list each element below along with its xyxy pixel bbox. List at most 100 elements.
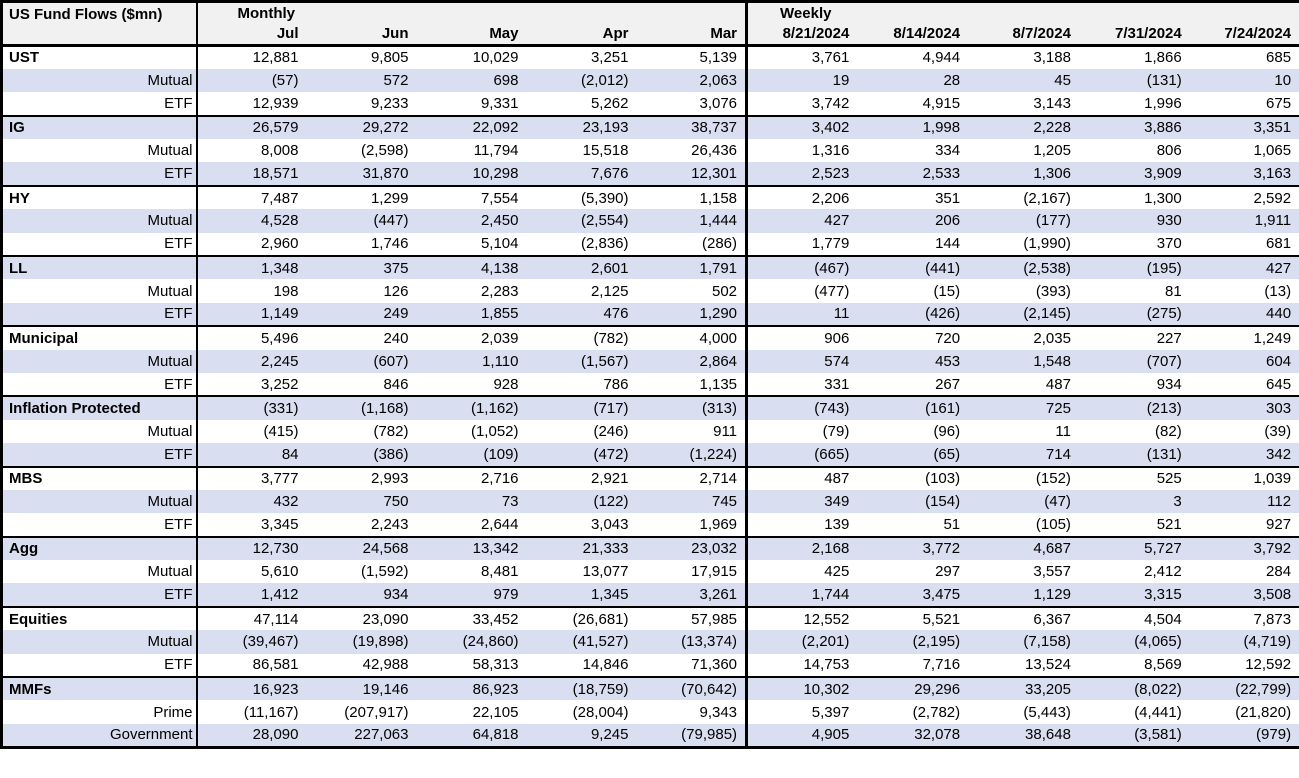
value-cell: 29,296 bbox=[857, 677, 969, 701]
value-cell: 453 bbox=[857, 349, 969, 373]
value-cell: 3,792 bbox=[1189, 536, 1299, 561]
value-cell: (109) bbox=[416, 443, 527, 467]
value-cell: (1,052) bbox=[416, 419, 527, 444]
value-cell: 521 bbox=[1078, 513, 1190, 537]
value-cell: 2,533 bbox=[857, 162, 969, 186]
value-cell: 1,306 bbox=[968, 162, 1079, 186]
sub-row: Mutual (39,467) (19,898) (24,860) (41,527) (1… bbox=[1, 630, 1299, 654]
value-cell: 572 bbox=[306, 68, 417, 93]
value-cell: (26,681) bbox=[526, 606, 637, 631]
value-cell: 1,779 bbox=[745, 232, 858, 257]
value-cell: 1,065 bbox=[1189, 139, 1299, 163]
value-cell: 574 bbox=[745, 349, 858, 373]
value-cell: 13,077 bbox=[526, 560, 637, 584]
value-cell: (11,167) bbox=[196, 700, 307, 724]
value-cell: 227 bbox=[1078, 326, 1190, 350]
value-cell: 8,008 bbox=[196, 139, 307, 163]
value-cell: (2,598) bbox=[306, 139, 417, 163]
value-cell: 64,818 bbox=[416, 723, 527, 748]
value-cell: 3,163 bbox=[1189, 162, 1299, 186]
value-cell: (1,592) bbox=[306, 560, 417, 584]
value-cell: (70,642) bbox=[636, 677, 747, 701]
value-cell: (4,441) bbox=[1078, 700, 1190, 724]
value-cell: 206 bbox=[857, 209, 969, 233]
value-cell: (39,467) bbox=[196, 630, 307, 654]
value-cell: 112 bbox=[1189, 489, 1299, 514]
value-cell: 198 bbox=[196, 279, 307, 303]
value-cell: 23,032 bbox=[636, 536, 747, 561]
value-cell: 1,791 bbox=[636, 256, 747, 280]
row-label: Mutual bbox=[1, 279, 198, 303]
value-cell: 86,923 bbox=[416, 677, 527, 701]
value-cell: 1,039 bbox=[1189, 466, 1299, 490]
value-cell: (1,162) bbox=[416, 396, 527, 420]
value-cell: 2,168 bbox=[745, 536, 858, 561]
value-cell: 3,351 bbox=[1189, 115, 1299, 140]
sub-row: Mutual (415) (782) (1,052) (246) 911 (79) (96) 1… bbox=[1, 419, 1299, 444]
value-cell: (13) bbox=[1189, 279, 1299, 303]
value-cell: (152) bbox=[968, 466, 1079, 490]
value-cell: 12,552 bbox=[745, 606, 858, 631]
value-cell: (1,224) bbox=[636, 443, 747, 467]
value-cell: 2,714 bbox=[636, 466, 747, 490]
value-cell: 2,592 bbox=[1189, 185, 1299, 210]
sub-row: Mutual (57) 572 698 (2,012) 2,063 19 28 45 (131) 1… bbox=[1, 68, 1299, 93]
row-label: ETF bbox=[1, 443, 198, 467]
value-cell: (96) bbox=[857, 419, 969, 444]
value-cell: 22,092 bbox=[416, 115, 527, 140]
value-cell: (1,567) bbox=[526, 349, 637, 373]
value-cell: (18,759) bbox=[526, 677, 637, 701]
value-cell: 5,104 bbox=[416, 232, 527, 257]
value-cell: 3,772 bbox=[857, 536, 969, 561]
value-cell: 19,146 bbox=[306, 677, 417, 701]
value-cell: (4,065) bbox=[1078, 630, 1190, 654]
value-cell: (743) bbox=[745, 396, 858, 420]
value-cell: (24,860) bbox=[416, 630, 527, 654]
value-cell: 911 bbox=[636, 419, 747, 444]
value-cell: 1,290 bbox=[636, 302, 747, 327]
value-cell: 4,138 bbox=[416, 256, 527, 280]
value-cell: (2,167) bbox=[968, 185, 1079, 210]
value-cell: 1,149 bbox=[196, 302, 307, 327]
value-cell: 2,063 bbox=[636, 68, 747, 93]
value-cell: 725 bbox=[968, 396, 1079, 420]
value-cell: 2,228 bbox=[968, 115, 1079, 140]
value-cell: 13,342 bbox=[416, 536, 527, 561]
value-cell: (1,168) bbox=[306, 396, 417, 420]
category-row: MMFs 16,923 19,146 86,923 (18,759) (70,642) 10… bbox=[1, 677, 1299, 701]
sub-row: ETF 12,939 9,233 9,331 5,262 3,076 3,742 4,915 3… bbox=[1, 92, 1299, 116]
value-cell: 11 bbox=[745, 302, 858, 327]
category-row: Agg 12,730 24,568 13,342 21,333 23,032 2,168 3,… bbox=[1, 536, 1299, 561]
value-cell: 11 bbox=[968, 419, 1079, 444]
value-cell: (4,719) bbox=[1189, 630, 1299, 654]
value-cell: 3,143 bbox=[968, 92, 1079, 116]
value-cell: 7,554 bbox=[416, 185, 527, 210]
value-cell: 1,548 bbox=[968, 349, 1079, 373]
value-cell: 1,205 bbox=[968, 139, 1079, 163]
value-cell: (2,836) bbox=[526, 232, 637, 257]
value-cell: 2,644 bbox=[416, 513, 527, 537]
value-cell: (15) bbox=[857, 279, 969, 303]
value-cell: 42,988 bbox=[306, 653, 417, 678]
category-row: IG 26,579 29,272 22,092 23,193 38,737 3,402 1,9… bbox=[1, 115, 1299, 140]
row-label: ETF bbox=[1, 653, 198, 678]
value-cell: 9,245 bbox=[526, 723, 637, 748]
value-cell: 297 bbox=[857, 560, 969, 584]
value-cell: 8,481 bbox=[416, 560, 527, 584]
value-cell: (2,012) bbox=[526, 68, 637, 93]
row-label: ETF bbox=[1, 232, 198, 257]
value-cell: 745 bbox=[636, 489, 747, 514]
row-label: UST bbox=[1, 45, 198, 69]
row-label: HY bbox=[1, 185, 198, 210]
column-header-mar: Mar bbox=[636, 23, 747, 46]
value-cell: 2,921 bbox=[526, 466, 637, 490]
fund-flows-table: US Fund Flows ($mn) Monthly Weekly Jul J… bbox=[0, 0, 1299, 749]
table-header: US Fund Flows ($mn) Monthly Weekly Jul J… bbox=[1, 1, 1299, 46]
value-cell: 12,881 bbox=[196, 45, 307, 69]
value-cell: 7,716 bbox=[857, 653, 969, 678]
value-cell: 6,367 bbox=[968, 606, 1079, 631]
sub-row: Mutual 8,008 (2,598) 11,794 15,518 26,436 1,31… bbox=[1, 139, 1299, 163]
value-cell: 2,523 bbox=[745, 162, 858, 186]
value-cell: 22,105 bbox=[416, 700, 527, 724]
value-cell: 698 bbox=[416, 68, 527, 93]
